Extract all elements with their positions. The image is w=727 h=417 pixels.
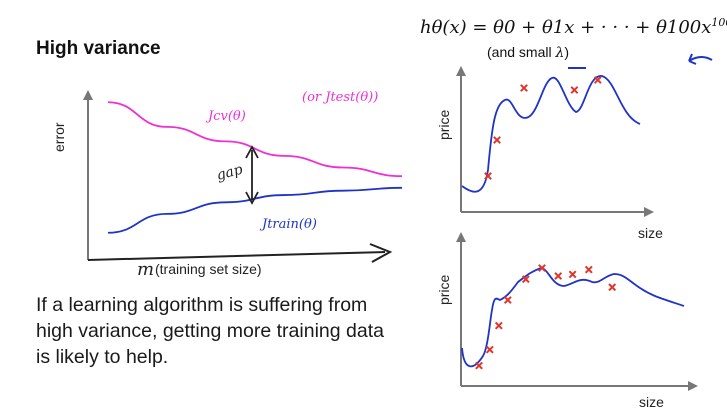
explanation-paragraph: If a learning algorithm is suffering fro… xyxy=(36,294,384,368)
price-size-chart-bottom: price size xyxy=(436,232,698,410)
error-axis-label: error xyxy=(51,122,67,152)
data-points-top xyxy=(484,76,602,180)
hypothesis-formula: hθ(x) = θ0 + θ1x + · · · + θ100x100 xyxy=(420,16,727,38)
formula-note-suffix: ) xyxy=(564,44,570,60)
data-point-mark xyxy=(538,264,546,272)
training-size-label: (training set size) xyxy=(155,261,262,277)
train-curve-label: Jtrain(θ) xyxy=(259,217,317,232)
formula-text: hθ(x) = θ0 + θ1x + · · · + θ100x xyxy=(420,17,712,38)
price-size-chart-top: price size xyxy=(436,66,663,241)
data-point-mark xyxy=(584,265,593,274)
data-point-mark xyxy=(570,86,579,94)
train-error-curve xyxy=(107,186,403,234)
cv-error-curve xyxy=(107,101,403,178)
formula-exponent: 100 xyxy=(711,16,727,29)
data-point-mark xyxy=(484,172,492,180)
error-axis-arrowhead xyxy=(83,90,93,100)
size-axis-top-label: size xyxy=(638,225,663,241)
data-point-mark xyxy=(494,321,503,330)
fit-curve-top xyxy=(461,75,641,193)
test-curve-label: (or Jtest(θ)) xyxy=(302,90,378,105)
gap-label: gap xyxy=(215,162,245,184)
data-point-mark xyxy=(475,361,483,370)
data-point-mark xyxy=(520,84,528,92)
price-axis-top-arrowhead xyxy=(456,66,466,76)
data-point-mark xyxy=(503,296,512,304)
learning-curve-chart: error m (training set size) Jcv(θ) (or J… xyxy=(51,90,403,280)
training-size-arrowhead xyxy=(369,243,393,263)
data-point-mark xyxy=(554,272,563,280)
size-axis-bottom-arrowhead xyxy=(688,381,698,391)
gap-arrowheads xyxy=(245,145,259,205)
slide-title: High variance xyxy=(36,38,161,59)
size-axis-bottom-label: size xyxy=(639,394,664,410)
price-axis-top-label: price xyxy=(436,109,452,140)
price-axis-bottom-label: price xyxy=(436,274,452,305)
data-point-mark xyxy=(493,136,501,144)
size-axis-top-arrowhead xyxy=(644,207,654,217)
arrow-icon xyxy=(688,53,713,65)
cv-curve-label: Jcv(θ) xyxy=(205,109,246,124)
m-symbol: m xyxy=(137,259,154,280)
data-point-mark xyxy=(593,76,602,84)
data-points-bottom xyxy=(475,264,617,370)
formula-note-prefix: (and small xyxy=(487,44,556,60)
training-size-axis xyxy=(87,251,386,261)
price-axis-bottom-arrowhead xyxy=(456,232,466,242)
data-point-mark xyxy=(485,345,494,354)
data-point-mark xyxy=(568,270,577,279)
fit-curve-bottom xyxy=(461,267,685,368)
formula-note: (and small λ) xyxy=(487,44,569,61)
data-point-mark xyxy=(521,275,530,284)
lambda-symbol: λ xyxy=(555,45,565,61)
data-point-mark xyxy=(608,283,617,292)
